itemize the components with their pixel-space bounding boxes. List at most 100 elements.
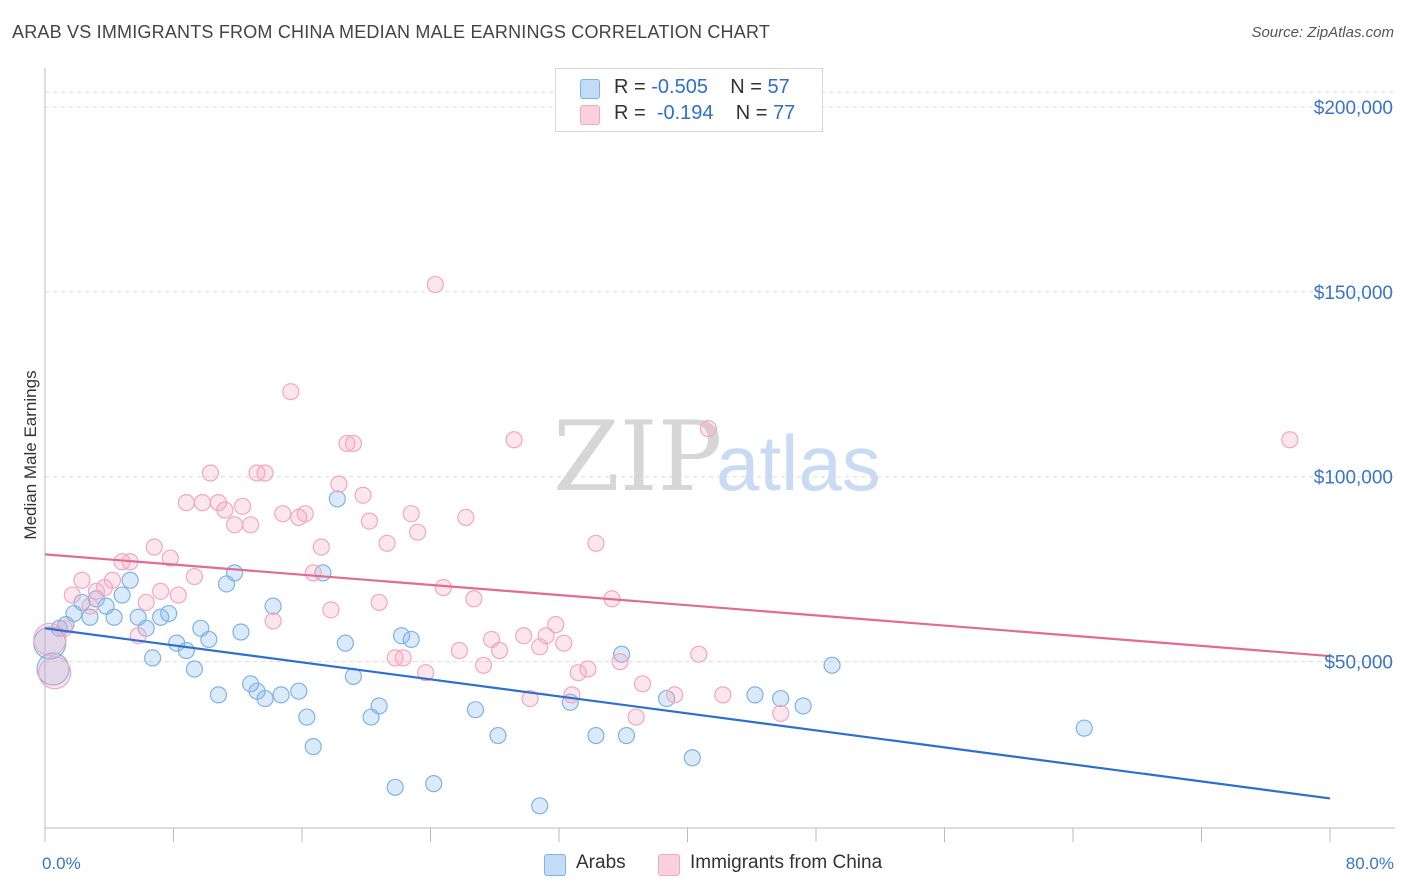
arab-point bbox=[328, 490, 346, 508]
x-tick-label: 80.0% bbox=[1346, 854, 1394, 873]
china-point bbox=[1281, 431, 1299, 449]
china-point bbox=[81, 597, 99, 615]
china-point bbox=[426, 275, 444, 294]
arab-point bbox=[200, 630, 218, 649]
china-point bbox=[73, 571, 91, 589]
arab-point bbox=[144, 649, 162, 667]
china-point bbox=[521, 689, 539, 708]
r-value: -0.194 bbox=[656, 102, 714, 124]
china-point bbox=[378, 534, 396, 552]
arab-point bbox=[36, 652, 70, 686]
china-point bbox=[490, 641, 509, 660]
arab-point bbox=[272, 686, 290, 704]
arab-point bbox=[392, 627, 411, 645]
y-tick-label: $100,000 bbox=[1314, 468, 1393, 489]
arab-point bbox=[658, 689, 676, 708]
r-label: R = bbox=[614, 76, 646, 98]
arab-point bbox=[683, 749, 701, 767]
tick-labels: $50,000 $100,000 $150,000 $200,000 0.0% 80.0%… bbox=[21, 98, 1394, 873]
arab-point bbox=[772, 689, 790, 708]
y-axis-label: Median Male Earnings bbox=[21, 370, 40, 539]
arab-point bbox=[425, 775, 443, 793]
arab-point bbox=[531, 797, 549, 815]
china-point bbox=[457, 508, 475, 527]
arab-point bbox=[823, 656, 841, 674]
china-point bbox=[450, 641, 469, 660]
china-point bbox=[360, 512, 379, 530]
watermark-zip: ZIP bbox=[553, 401, 722, 513]
arab-point bbox=[402, 630, 420, 649]
stats-text-arabs: R = -0.505 N = 57 bbox=[614, 76, 790, 99]
arab-point bbox=[386, 778, 404, 796]
china-point bbox=[515, 627, 533, 645]
arab-point bbox=[304, 738, 322, 756]
china-point bbox=[87, 582, 106, 600]
china-point bbox=[55, 619, 73, 637]
china-point bbox=[256, 464, 274, 482]
china-point bbox=[137, 593, 155, 612]
y-tick-label: $150,000 bbox=[1314, 283, 1393, 304]
china-point bbox=[169, 586, 187, 604]
y-tick-label: $50,000 bbox=[1324, 653, 1393, 674]
data-points bbox=[33, 275, 1299, 815]
china-point bbox=[547, 616, 565, 634]
r-label: R = bbox=[614, 102, 646, 124]
china-point bbox=[296, 505, 314, 523]
arab-point bbox=[152, 608, 170, 626]
china-point bbox=[322, 601, 340, 619]
arab-point bbox=[177, 641, 195, 660]
china-point bbox=[225, 516, 244, 534]
china-point bbox=[338, 434, 356, 453]
china-point bbox=[409, 523, 427, 541]
china-legend-label: Immigrants from China bbox=[690, 852, 883, 873]
china-point bbox=[666, 686, 684, 704]
china-point bbox=[555, 634, 573, 652]
china-point bbox=[103, 571, 122, 589]
china-point bbox=[699, 420, 717, 438]
arab-point bbox=[105, 608, 123, 626]
arab-point bbox=[209, 686, 228, 704]
n-label: N = bbox=[730, 76, 762, 98]
china-point bbox=[370, 593, 388, 612]
china-point bbox=[264, 612, 282, 630]
arab-point bbox=[466, 701, 485, 719]
arab-point bbox=[264, 597, 282, 615]
china-point bbox=[354, 486, 372, 504]
arab-point bbox=[489, 726, 507, 745]
arab-point bbox=[370, 697, 388, 715]
china-point bbox=[274, 505, 292, 523]
china-point bbox=[216, 501, 234, 519]
arab-point bbox=[298, 708, 316, 726]
china-point bbox=[714, 686, 732, 704]
arabs-legend-label: Arabs bbox=[576, 852, 626, 873]
arabs-swatch bbox=[580, 79, 600, 99]
china-legend-swatch bbox=[658, 854, 680, 876]
china-point bbox=[394, 649, 412, 667]
china-point bbox=[233, 497, 252, 515]
arab-point bbox=[617, 726, 636, 745]
china-point bbox=[193, 494, 212, 512]
arab-point bbox=[232, 623, 250, 641]
arab-point bbox=[121, 571, 139, 589]
chart-title: ARAB VS IMMIGRANTS FROM CHINA MEDIAN MAL… bbox=[12, 22, 771, 42]
china-point bbox=[330, 475, 348, 493]
trend-lines bbox=[44, 553, 1331, 800]
n-label: N = bbox=[735, 102, 768, 124]
china-point bbox=[474, 656, 493, 674]
china-point bbox=[579, 660, 597, 678]
arab-point bbox=[225, 564, 244, 582]
china-point bbox=[312, 538, 330, 556]
china-point bbox=[569, 664, 587, 682]
axes bbox=[44, 68, 1395, 842]
china-point bbox=[434, 579, 452, 597]
china-point bbox=[185, 567, 203, 586]
arab-point bbox=[160, 604, 178, 623]
arab-point bbox=[587, 726, 605, 745]
arabs-legend-swatch bbox=[544, 854, 566, 876]
china-swatch bbox=[580, 105, 600, 125]
arab-point bbox=[746, 686, 764, 704]
n-value: 77 bbox=[773, 102, 796, 124]
y-tick-label: $200,000 bbox=[1314, 98, 1393, 119]
china-point bbox=[417, 664, 435, 682]
